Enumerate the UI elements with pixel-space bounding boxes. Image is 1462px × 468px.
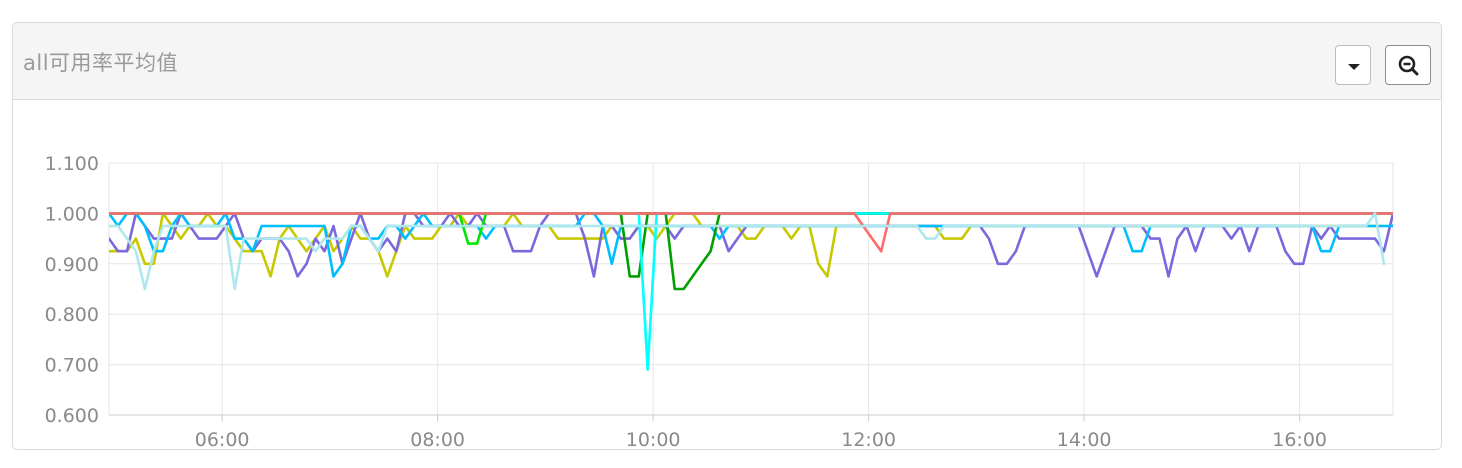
panel-header: all可用率平均值 — [13, 23, 1441, 100]
x-tick-label: 10:00 — [626, 429, 681, 450]
y-tick-label: 1.000 — [45, 203, 99, 225]
y-tick-label: 0.800 — [45, 304, 99, 326]
zoom-out-button[interactable] — [1385, 45, 1431, 85]
x-tick-label: 08:00 — [410, 429, 465, 450]
y-tick-label: 0.600 — [45, 405, 99, 427]
x-tick-label: 06:00 — [195, 429, 250, 450]
series-line-10 — [109, 212, 1386, 291]
chart-area: 0.600 0.700 0.800 0.900 1.000 1.100 06:00 08:00… — [13, 101, 1441, 450]
y-tick-label: 0.900 — [45, 254, 99, 276]
x-tick-label: 12:00 — [841, 429, 896, 450]
axes: 0.600 0.700 0.800 0.900 1.000 1.100 06:00 08:00… — [45, 153, 1393, 450]
line-chart: 0.600 0.700 0.800 0.900 1.000 1.100 06:00 08:00… — [45, 153, 1394, 450]
caret-down-icon — [1348, 64, 1360, 70]
y-tick-label: 1.100 — [45, 153, 99, 175]
y-tick-label: 0.700 — [45, 355, 99, 377]
plot-border — [108, 162, 1394, 416]
dropdown-button[interactable] — [1335, 45, 1371, 85]
series-line-4 — [109, 212, 1393, 278]
panel-title: all可用率平均值 — [23, 51, 179, 75]
series-lines — [109, 212, 1393, 371]
zoom-out-icon — [1398, 55, 1419, 76]
x-tick-label: 14:00 — [1057, 429, 1112, 450]
grid — [108, 162, 1394, 416]
series-line-9 — [109, 212, 1393, 253]
chart-panel: all可用率平均值 0.600 0.700 0.800 0.900 1.000 1.100… — [12, 22, 1442, 450]
x-tick-label: 16:00 — [1272, 429, 1327, 450]
